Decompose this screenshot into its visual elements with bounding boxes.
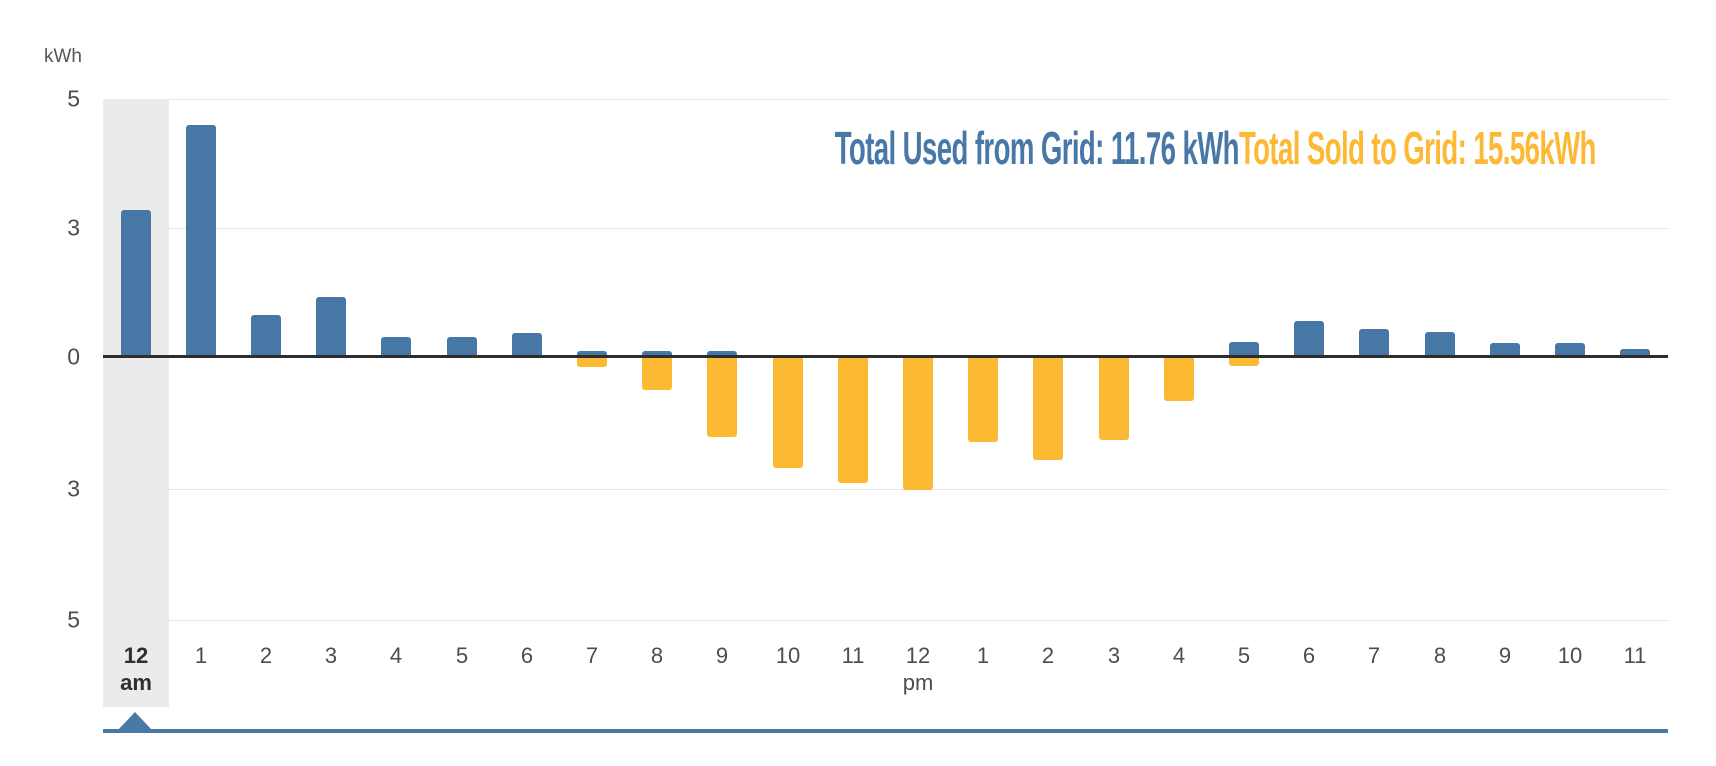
x-tick-label-9[interactable]: 9 bbox=[1498, 643, 1512, 668]
sold-bar-hour-7[interactable] bbox=[577, 358, 607, 367]
x-tick-label-2[interactable]: 2 bbox=[1041, 643, 1055, 668]
x-tick-label-8[interactable]: 8 bbox=[650, 643, 664, 668]
used-bar-hour-11[interactable] bbox=[1620, 349, 1650, 357]
x-tick-label-3[interactable]: 3 bbox=[324, 643, 338, 668]
zero-axis-line bbox=[103, 355, 1668, 358]
x-tick-label-4[interactable]: 4 bbox=[1172, 643, 1186, 668]
sold-bar-hour-1[interactable] bbox=[968, 358, 998, 442]
used-bar-hour-10[interactable] bbox=[1555, 343, 1585, 357]
x-tick-meridiem-label: pm bbox=[902, 670, 934, 695]
y-tick-label: 3 bbox=[67, 475, 80, 502]
x-tick-label-10[interactable]: 10 bbox=[775, 643, 801, 668]
x-tick-label-3[interactable]: 3 bbox=[1107, 643, 1121, 668]
used-bar-hour-9[interactable] bbox=[1490, 343, 1520, 357]
time-scrubber-handle-triangle-icon[interactable] bbox=[118, 712, 152, 730]
y-tick-label: 5 bbox=[67, 606, 80, 633]
sold-bar-hour-3[interactable] bbox=[1099, 358, 1129, 440]
used-bar-hour-6[interactable] bbox=[1294, 321, 1324, 357]
x-tick-label-12am[interactable]: 12 am bbox=[103, 643, 169, 696]
x-tick-label-7[interactable]: 7 bbox=[585, 643, 599, 668]
sold-bar-hour-11[interactable] bbox=[838, 358, 868, 483]
used-bar-hour-2[interactable] bbox=[251, 315, 281, 357]
sold-bar-hour-4[interactable] bbox=[1164, 358, 1194, 401]
used-bar-hour-7[interactable] bbox=[1359, 329, 1389, 357]
x-tick-label-7[interactable]: 7 bbox=[1367, 643, 1381, 668]
sold-bar-hour-10[interactable] bbox=[773, 358, 803, 468]
y-tick-label: 0 bbox=[67, 343, 80, 370]
x-tick-label-11[interactable]: 11 bbox=[1623, 643, 1647, 668]
x-tick-label-5[interactable]: 5 bbox=[1237, 643, 1251, 668]
sold-bar-hour-9[interactable] bbox=[707, 358, 737, 437]
sold-bar-hour-8[interactable] bbox=[642, 358, 672, 390]
used-bar-hour-1[interactable] bbox=[186, 125, 216, 357]
gridline-neg3 bbox=[103, 489, 1668, 490]
x-tick-label-5[interactable]: 5 bbox=[455, 643, 469, 668]
total-used-title: Total Used from Grid: 11.76 kWh bbox=[834, 122, 1240, 174]
x-tick-label-1[interactable]: 1 bbox=[976, 643, 990, 668]
used-bar-hour-8[interactable] bbox=[1425, 332, 1455, 357]
x-tick-label-1[interactable]: 1 bbox=[194, 643, 208, 668]
used-bar-hour-3[interactable] bbox=[316, 297, 346, 357]
x-tick-label-2[interactable]: 2 bbox=[259, 643, 273, 668]
time-scrubber-track[interactable] bbox=[103, 729, 1668, 733]
gridline-pos5 bbox=[103, 99, 1668, 100]
used-bar-hour-12am[interactable] bbox=[121, 210, 151, 357]
used-bar-hour-6[interactable] bbox=[512, 333, 542, 357]
used-bar-hour-4[interactable] bbox=[381, 337, 411, 357]
x-tick-label-4[interactable]: 4 bbox=[389, 643, 403, 668]
gridline-neg5 bbox=[103, 620, 1668, 621]
sold-bar-hour-2[interactable] bbox=[1033, 358, 1063, 460]
x-tick-label-9[interactable]: 9 bbox=[715, 643, 729, 668]
used-bar-hour-9[interactable] bbox=[707, 351, 737, 357]
total-sold-title: Total Sold to Grid: 15.56kWh bbox=[1238, 122, 1596, 174]
y-axis-unit-label: kWh bbox=[44, 46, 82, 67]
y-tick-label: 3 bbox=[67, 214, 80, 241]
sold-bar-hour-5[interactable] bbox=[1229, 358, 1259, 366]
x-tick-meridiem-label: am bbox=[120, 670, 152, 695]
used-bar-hour-8[interactable] bbox=[642, 351, 672, 357]
used-bar-hour-7[interactable] bbox=[577, 351, 607, 357]
x-tick-label-10[interactable]: 10 bbox=[1557, 643, 1583, 668]
x-tick-label-6[interactable]: 6 bbox=[520, 643, 534, 668]
x-tick-label-8[interactable]: 8 bbox=[1433, 643, 1447, 668]
selected-hour-band[interactable] bbox=[103, 99, 169, 707]
used-bar-hour-5[interactable] bbox=[447, 337, 477, 357]
sold-bar-hour-12pm[interactable] bbox=[903, 358, 933, 490]
x-tick-label-12pm[interactable]: 12 pm bbox=[885, 643, 951, 696]
y-tick-label: 5 bbox=[67, 85, 80, 112]
gridline-pos3 bbox=[103, 228, 1668, 229]
used-bar-hour-5[interactable] bbox=[1229, 342, 1259, 357]
x-tick-label-6[interactable]: 6 bbox=[1302, 643, 1316, 668]
x-tick-label-11[interactable]: 11 bbox=[841, 643, 865, 668]
